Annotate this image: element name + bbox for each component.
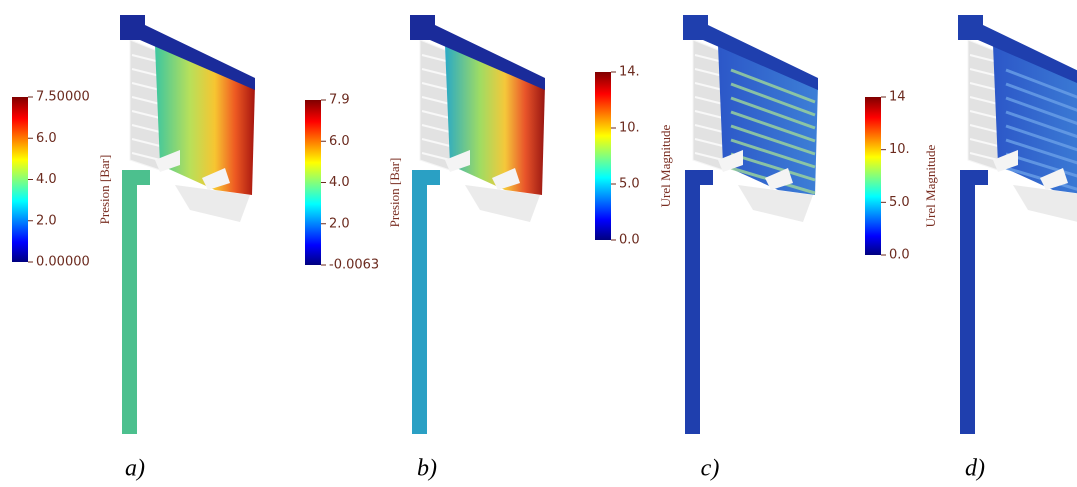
colorbar [595, 72, 611, 240]
colorbar-tick-label: 7.50000 [36, 90, 90, 105]
colorbar [12, 97, 28, 262]
colorbar-tick-label: 0.0 [619, 233, 640, 248]
panel: 7.50000 6.0 4.0 2.0 0.00000 Presion [Bar] a) [12, 15, 255, 482]
pipe [685, 170, 700, 434]
colorbar-tick-label: 6.0 [329, 134, 350, 149]
ribs [968, 40, 998, 170]
colorbar-tick-label: 5.0 [889, 195, 910, 210]
colorbar-tick-label: 2.0 [329, 216, 350, 231]
panel: 7.9 6.0 4.0 2.0 -0.0063 Presion [Bar] b) [305, 15, 545, 482]
colorbar-tick-label: 0.00000 [36, 255, 90, 270]
colorbar-title: Urel Magnitude [658, 124, 673, 207]
panel-label: d) [965, 456, 985, 482]
colorbar-tick-label: 10. [619, 121, 640, 136]
colorbar-tick-label: 10. [889, 142, 910, 157]
colorbar-tick-label: 2.0 [36, 213, 57, 228]
panel-label: b) [417, 456, 437, 482]
colorbar-title: Presion [Bar] [387, 158, 402, 228]
panel: 14. 10. 5.0 0.0 Urel Magnitude c) [595, 15, 818, 482]
colorbar [865, 97, 881, 255]
pipe [960, 170, 975, 434]
colorbar-tick-label: 14 [889, 90, 906, 105]
colorbar-tick-label: 4.0 [36, 172, 57, 187]
ribs [693, 40, 723, 170]
colorbar-tick-label: 5.0 [619, 177, 640, 192]
colorbar-title: Presion [Bar] [97, 155, 112, 225]
colorbar-tick-label: 14. [619, 65, 640, 80]
colorbar-tick-label: -0.0063 [329, 258, 379, 273]
colorbar-title: Urel Magnitude [923, 144, 938, 227]
ribs [130, 40, 160, 170]
colorbar-tick-label: 6.0 [36, 131, 57, 146]
colorbar-tick-label: 0.0 [889, 248, 910, 263]
panel-label: a) [125, 456, 145, 482]
panel-label: c) [701, 456, 720, 482]
colorbar-tick-label: 7.9 [329, 93, 350, 108]
pipe [412, 170, 427, 434]
figure: 7.500006.04.02.00.00000Presion [Bar]a)7.… [0, 0, 1077, 487]
panel: 14 10. 5.0 0.0 Urel Magnitude d) [865, 15, 1077, 482]
colorbar [305, 100, 321, 265]
colorbar-tick-label: 4.0 [329, 175, 350, 190]
ribs [420, 40, 450, 170]
pipe [122, 170, 137, 434]
